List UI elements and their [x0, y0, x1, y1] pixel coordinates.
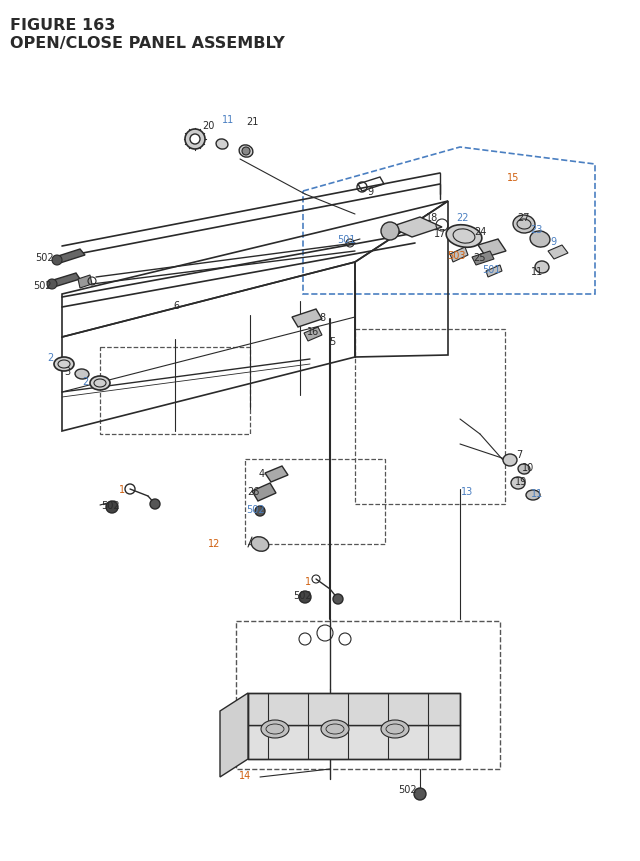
Text: 5: 5	[329, 337, 335, 347]
Circle shape	[106, 501, 118, 513]
Polygon shape	[55, 250, 85, 263]
Text: 25: 25	[473, 253, 485, 263]
Circle shape	[255, 506, 265, 517]
Polygon shape	[390, 218, 442, 238]
Polygon shape	[265, 467, 288, 482]
Text: 11: 11	[531, 488, 543, 499]
Text: 503: 503	[447, 251, 465, 261]
Circle shape	[299, 592, 311, 604]
Text: 18: 18	[426, 213, 438, 223]
Text: 502: 502	[397, 784, 416, 794]
Text: 2: 2	[82, 376, 88, 387]
Polygon shape	[220, 693, 248, 777]
Ellipse shape	[530, 232, 550, 248]
Text: 502: 502	[33, 281, 51, 291]
Polygon shape	[292, 310, 322, 328]
Ellipse shape	[381, 720, 409, 738]
Ellipse shape	[446, 226, 482, 248]
Text: 12: 12	[208, 538, 220, 548]
Ellipse shape	[535, 262, 549, 274]
Polygon shape	[248, 725, 460, 759]
Text: 13: 13	[461, 486, 473, 497]
Text: 501: 501	[482, 264, 500, 275]
Text: 26: 26	[247, 486, 259, 497]
Ellipse shape	[526, 491, 540, 500]
Ellipse shape	[503, 455, 517, 467]
Text: 9: 9	[550, 237, 556, 247]
Text: 17: 17	[434, 229, 446, 238]
Ellipse shape	[511, 478, 525, 489]
Text: 10: 10	[522, 462, 534, 473]
Ellipse shape	[321, 720, 349, 738]
Text: 23: 23	[530, 225, 542, 235]
Text: 11: 11	[222, 115, 234, 125]
Text: 4: 4	[259, 468, 265, 479]
Text: 1: 1	[119, 485, 125, 494]
Polygon shape	[472, 251, 494, 266]
Polygon shape	[50, 274, 80, 288]
Ellipse shape	[75, 369, 89, 380]
Text: 3: 3	[64, 367, 70, 376]
Polygon shape	[248, 693, 460, 725]
Circle shape	[150, 499, 160, 510]
Text: 11: 11	[531, 267, 543, 276]
Circle shape	[414, 788, 426, 800]
Text: 502: 502	[246, 505, 264, 514]
Text: 9: 9	[367, 187, 373, 197]
Text: 2: 2	[47, 353, 53, 362]
Text: 502: 502	[292, 591, 311, 600]
Text: FIGURE 163: FIGURE 163	[10, 18, 115, 33]
Ellipse shape	[216, 139, 228, 150]
Polygon shape	[478, 239, 506, 257]
Text: 16: 16	[307, 326, 319, 337]
Text: 502: 502	[100, 500, 119, 511]
Text: 19: 19	[515, 476, 527, 486]
Ellipse shape	[54, 357, 74, 372]
Text: 21: 21	[246, 117, 258, 127]
Circle shape	[242, 148, 250, 156]
Polygon shape	[548, 245, 568, 260]
Text: 14: 14	[239, 770, 251, 780]
Text: OPEN/CLOSE PANEL ASSEMBLY: OPEN/CLOSE PANEL ASSEMBLY	[10, 36, 285, 51]
Ellipse shape	[252, 537, 269, 552]
Text: 24: 24	[474, 226, 486, 237]
Ellipse shape	[513, 216, 535, 233]
Ellipse shape	[239, 146, 253, 158]
Text: 1: 1	[305, 576, 311, 586]
Circle shape	[47, 280, 57, 289]
Circle shape	[333, 594, 343, 604]
Text: 6: 6	[173, 300, 179, 311]
Text: 501: 501	[337, 235, 355, 245]
Text: 27: 27	[518, 213, 531, 223]
Polygon shape	[252, 483, 276, 501]
Ellipse shape	[190, 135, 200, 145]
Ellipse shape	[518, 464, 530, 474]
Text: 22: 22	[456, 213, 468, 223]
Ellipse shape	[185, 130, 205, 150]
Text: 8: 8	[319, 313, 325, 323]
Circle shape	[52, 256, 62, 266]
Text: 20: 20	[202, 121, 214, 131]
Text: 502: 502	[35, 253, 53, 263]
Circle shape	[381, 223, 399, 241]
Polygon shape	[304, 328, 322, 342]
Polygon shape	[78, 276, 92, 288]
Text: 15: 15	[507, 173, 519, 183]
Text: 7: 7	[516, 449, 522, 460]
Polygon shape	[450, 248, 468, 263]
Polygon shape	[486, 266, 502, 278]
Ellipse shape	[90, 376, 110, 391]
Ellipse shape	[261, 720, 289, 738]
